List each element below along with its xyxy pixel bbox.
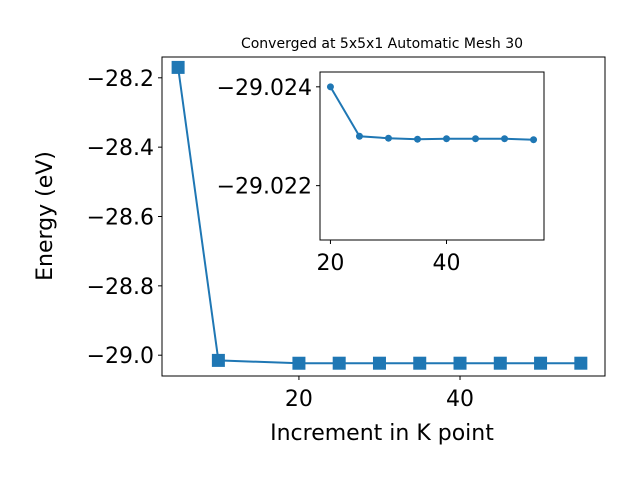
inset-y-tick-label: −29.022 [217, 175, 312, 200]
main-data-point [413, 356, 427, 370]
x-axis-label: Increment in K point [270, 421, 494, 446]
inset-data-point [326, 83, 334, 91]
main-y-tick-label: −28.4 [87, 136, 154, 161]
main-y-tick-label: −29.0 [87, 344, 154, 369]
main-data-point [534, 356, 548, 370]
inset-x-tick-label: 40 [433, 251, 461, 276]
main-y-axis: −28.2 −28.4 −28.6 −28.8 −29.0 [87, 67, 162, 369]
main-data-point [574, 356, 588, 370]
main-series-line [177, 67, 581, 365]
main-data-point [493, 356, 507, 370]
inset-data-layer [326, 83, 538, 144]
main-data-point [292, 356, 306, 370]
main-x-tick-label: 20 [285, 387, 313, 412]
main-data-layer [171, 60, 588, 370]
inset-data-point [443, 135, 451, 143]
main-y-tick-label: −28.2 [87, 67, 154, 92]
main-x-axis: 20 40 [285, 376, 474, 412]
inset-data-point [501, 135, 509, 143]
main-data-point [211, 353, 225, 367]
inset-data-point [384, 134, 392, 142]
inset-plot: 20 40 −29.024−29.022 [217, 71, 545, 276]
inset-x-tick-label: 20 [316, 251, 344, 276]
inset-data-point [413, 135, 421, 143]
main-data-point [171, 60, 185, 74]
inset-y-axis: −29.024 −29.022 [217, 76, 320, 200]
inset-data-point [530, 136, 538, 144]
main-y-tick-label: −28.6 [87, 206, 154, 231]
inset-y-tick-label: −29.024 [217, 76, 312, 101]
inset-data-point [355, 132, 363, 140]
inset-plot-background [320, 72, 544, 240]
main-y-tick-label: −28.8 [87, 275, 154, 300]
main-data-point [332, 356, 346, 370]
y-axis-label: Energy (eV) [33, 151, 58, 281]
inset-data-point [472, 135, 480, 143]
chart-title: Converged at 5x5x1 Automatic Mesh 30 [241, 36, 523, 52]
inset-series-line [329, 86, 534, 141]
main-plot: Converged at 5x5x1 Automatic Mesh 30 20 4… [33, 36, 606, 446]
inset-plot-frame [319, 71, 545, 241]
main-data-point [453, 356, 467, 370]
main-data-point [372, 356, 386, 370]
main-x-tick-label: 40 [446, 387, 474, 412]
inset-x-axis: 20 40 [316, 240, 461, 276]
